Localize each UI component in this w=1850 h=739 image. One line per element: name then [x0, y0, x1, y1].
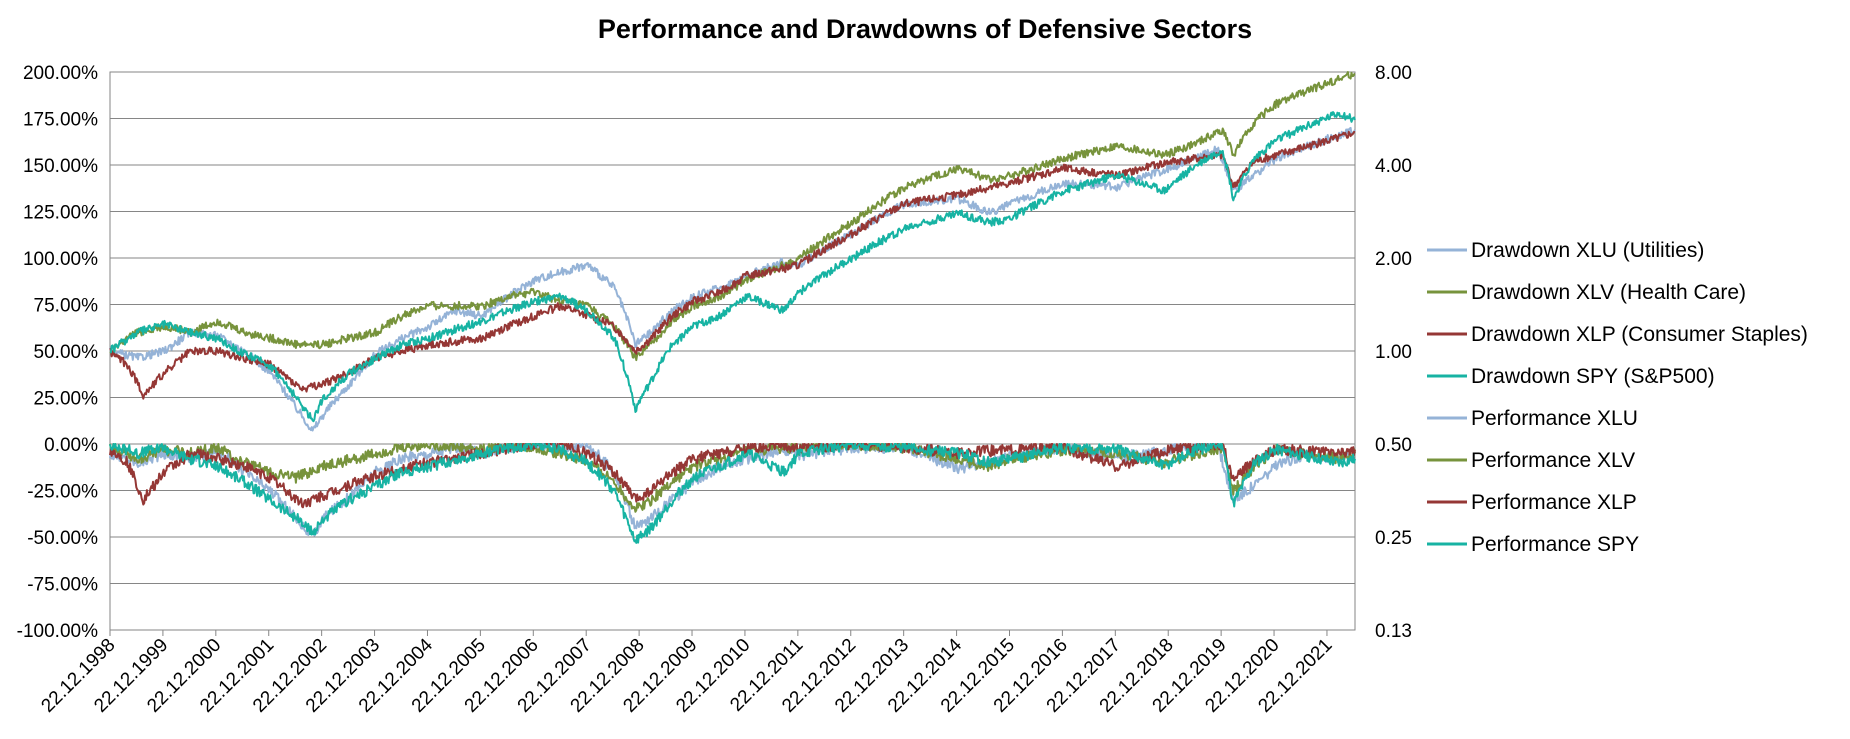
legend-label-drawdown-xlu-utilities: Drawdown XLU (Utilities) — [1471, 239, 1704, 262]
y-left-tick-label: -75.00% — [27, 575, 98, 596]
chart-title: Performance and Drawdowns of Defensive S… — [598, 14, 1252, 44]
y-left-tick-label: 175.00% — [23, 110, 98, 131]
y-left-tick-label: 0.00% — [44, 435, 98, 456]
legend-label-drawdown-spy-s-p500: Drawdown SPY (S&P500) — [1471, 365, 1715, 388]
series-line-performance-xlv — [109, 71, 1356, 362]
legend-label-performance-xlu: Performance XLU — [1471, 407, 1638, 430]
legend-label-performance-xlv: Performance XLV — [1471, 449, 1635, 472]
y-left-tick-label: -50.00% — [27, 528, 98, 549]
legend-label-performance-xlp: Performance XLP — [1471, 491, 1637, 514]
legend-label-drawdown-xlv-health-care: Drawdown XLV (Health Care) — [1471, 281, 1746, 304]
series-lines — [109, 71, 1356, 544]
y-left-tick-label: 100.00% — [23, 249, 98, 270]
series-line-performance-xlp — [109, 130, 1356, 400]
y-left-tick-label: 125.00% — [23, 203, 98, 224]
series-line-performance-spy — [109, 111, 1356, 423]
series-line-drawdown-xlu-utilities — [109, 443, 1356, 537]
y-right-tick-label: 4.00 — [1375, 156, 1412, 177]
y-left-tick-label: 150.00% — [23, 156, 98, 177]
y-right-tick-label: 8.00 — [1375, 63, 1412, 84]
legend-label-drawdown-xlp-consumer-staples: Drawdown XLP (Consumer Staples) — [1471, 323, 1808, 346]
legend: Drawdown XLU (Utilities) Drawdown XLV (He… — [1427, 239, 1808, 556]
y-left-tick-label: -25.00% — [27, 482, 98, 503]
series-line-drawdown-spy-s-p500 — [109, 443, 1356, 544]
y-right-tick-label: 0.50 — [1375, 435, 1412, 456]
series-line-performance-xlu — [109, 126, 1356, 432]
legend-label-performance-spy: Performance SPY — [1471, 533, 1639, 556]
y-right-tick-label: 2.00 — [1375, 249, 1412, 270]
series-line-drawdown-xlp-consumer-staples — [109, 443, 1356, 509]
gridlines — [109, 71, 1356, 631]
y-right-tick-label: 0.13 — [1375, 621, 1412, 642]
y-left-tick-label: 25.00% — [34, 389, 99, 410]
y-left-tick-label: 200.00% — [23, 63, 98, 84]
y-left-tick-label: 50.00% — [34, 342, 99, 363]
y-left-tick-label: 75.00% — [34, 296, 99, 317]
y-right-tick-label: 0.25 — [1375, 528, 1412, 549]
y-right-tick-label: 1.00 — [1375, 342, 1412, 363]
y-left-tick-label: -100.00% — [17, 621, 98, 642]
